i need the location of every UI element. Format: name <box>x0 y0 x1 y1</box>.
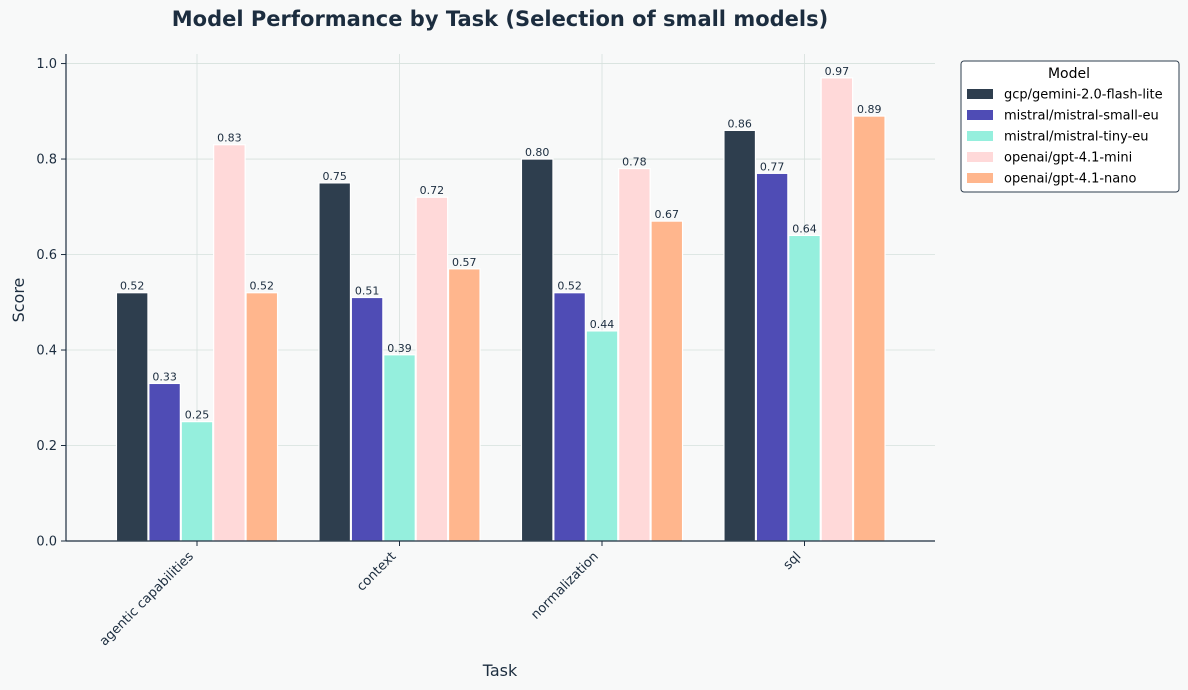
legend-title: Model <box>1048 66 1090 82</box>
legend-swatch <box>967 152 993 162</box>
legend-swatch <box>967 110 993 120</box>
bar <box>650 220 684 542</box>
legend-swatch <box>967 131 993 141</box>
bar-value-label: 0.67 <box>655 208 680 221</box>
legend-entry-label: openai/gpt-4.1-nano <box>1004 172 1137 187</box>
bar-value-label: 0.77 <box>760 160 785 173</box>
legend-entry-label: openai/gpt-4.1-mini <box>1004 151 1132 166</box>
bar-value-label: 0.52 <box>250 280 275 293</box>
y-tick-label: 0.4 <box>36 344 57 359</box>
bar-value-label: 0.97 <box>825 65 850 78</box>
y-tick-label: 0.6 <box>36 248 57 263</box>
bar <box>213 144 246 542</box>
y-tick-label: 0.2 <box>36 439 57 454</box>
bar <box>318 182 352 542</box>
bar-value-label: 0.78 <box>622 156 647 169</box>
bar-value-label: 0.33 <box>152 370 177 383</box>
bar-value-label: 0.52 <box>120 280 145 293</box>
bar <box>245 292 279 542</box>
legend: Model gcp/gemini-2.0-flash-lite mistral/m… <box>960 60 1180 193</box>
bar-value-label: 0.80 <box>525 146 550 159</box>
chart-title: Model Performance by Task (Selection of … <box>172 7 828 31</box>
legend-entry-label: gcp/gemini-2.0-flash-lite <box>1004 88 1163 103</box>
bar <box>585 330 619 542</box>
bar <box>553 292 586 542</box>
data-labels-layer: 0.52 0.33 0.25 0.83 0.52 0.75 0.51 0.39 0.72 0.57… <box>120 65 882 422</box>
bar <box>723 129 757 542</box>
bar-value-label: 0.25 <box>185 409 210 422</box>
bar-value-label: 0.51 <box>355 285 380 298</box>
bar <box>148 382 181 542</box>
x-tick-label: normalization <box>528 549 601 622</box>
legend-entry-label: mistral/mistral-small-eu <box>1004 109 1159 124</box>
bar <box>820 77 854 542</box>
bar-value-label: 0.52 <box>557 280 582 293</box>
legend-swatch <box>967 89 993 99</box>
x-tick-label: agentic capabilities <box>97 549 197 649</box>
bar <box>115 292 149 542</box>
y-tick-label: 0.8 <box>36 153 57 168</box>
bar <box>415 196 449 542</box>
bar-value-label: 0.89 <box>857 103 882 116</box>
bar-value-label: 0.44 <box>590 318 615 331</box>
y-axis-label: Score <box>9 278 28 323</box>
x-tick-label: context <box>354 549 399 594</box>
y-tick-label: 0.0 <box>36 535 57 550</box>
legend-box <box>960 60 1180 193</box>
legend-entry-label: mistral/mistral-tiny-eu <box>1004 130 1149 145</box>
bar-value-label: 0.75 <box>322 170 347 183</box>
bar <box>447 268 481 542</box>
x-axis-label: Task <box>482 661 518 680</box>
bar <box>618 167 651 542</box>
legend-items: gcp/gemini-2.0-flash-lite mistral/mistral… <box>967 88 1163 187</box>
bar <box>788 234 821 542</box>
y-tick-label: 1.0 <box>36 57 57 72</box>
bar <box>520 158 554 542</box>
bars-layer <box>115 77 886 542</box>
bar-value-label: 0.72 <box>420 184 445 197</box>
bar <box>755 172 789 542</box>
bar-value-label: 0.86 <box>727 117 752 130</box>
bar <box>180 421 214 542</box>
x-tick-label: sql <box>781 549 805 573</box>
bar <box>350 296 384 542</box>
bar <box>383 354 416 542</box>
legend-swatch <box>967 173 993 183</box>
bar-value-label: 0.83 <box>217 132 242 145</box>
bar <box>852 115 886 542</box>
bar-value-label: 0.57 <box>452 256 477 269</box>
bar-value-label: 0.39 <box>387 342 412 355</box>
bar-value-label: 0.64 <box>792 222 817 235</box>
